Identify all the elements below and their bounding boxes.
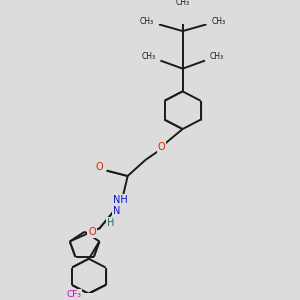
Text: CH₃: CH₃ [210,52,224,61]
Text: CH₃: CH₃ [140,17,154,26]
Text: CH₃: CH₃ [176,0,190,8]
Text: O: O [158,142,165,152]
Text: NH: NH [113,194,128,205]
Text: N: N [113,206,120,216]
Text: CF₃: CF₃ [66,290,81,299]
Text: CH₃: CH₃ [142,52,156,61]
Text: H: H [107,218,115,228]
Text: O: O [96,161,103,172]
Text: O: O [88,227,96,237]
Text: CH₃: CH₃ [212,17,226,26]
